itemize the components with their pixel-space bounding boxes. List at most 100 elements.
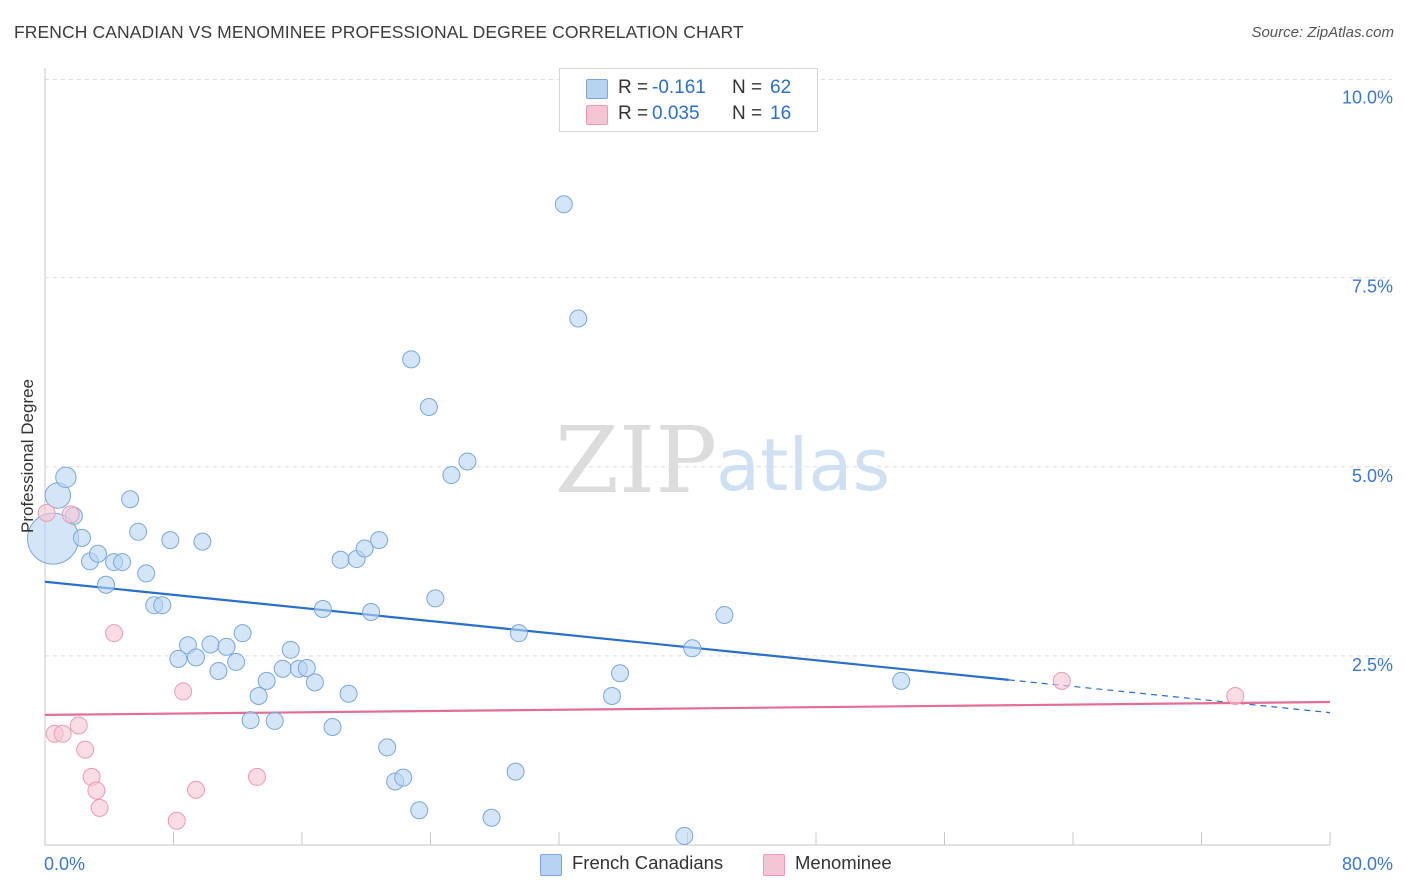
point-french-canadians [482,808,501,827]
point-french-canadians [378,738,397,757]
point-french-canadians [331,550,350,569]
point-french-canadians [410,801,429,820]
point-french-canadians [611,664,630,683]
source-label: Source: ZipAtlas.com [1251,24,1394,41]
point-french-canadians [249,686,268,705]
point-french-canadians [509,624,528,643]
point-menominee [167,811,186,830]
point-french-canadians [137,564,156,583]
point-french-canadians [121,490,140,509]
x-tick-label-end: 80.0% [1342,854,1393,874]
legend-n-value: 62 [770,77,792,98]
legend-r-value: -0.161 [652,77,706,98]
point-french-canadians [201,635,220,654]
point-menominee [61,505,80,524]
point-french-canadians [72,528,91,547]
watermark: ZIP atlas [555,407,890,514]
legend-r-value: 0.035 [652,103,700,124]
point-menominee [69,716,88,735]
trend-line-french-canadians-extrapolated [1008,679,1331,714]
grid-lines [45,79,1392,657]
point-french-canadians [193,532,212,551]
point-menominee [87,781,106,800]
point-menominee [53,724,72,743]
legend: R = -0.161 N = 62 R = 0.035 N = 16 [559,68,818,132]
point-french-canadians [554,195,573,214]
chart-title: FRENCH CANADIAN VS MENOMINEE PROFESSIONA… [14,22,744,42]
y-tick-label: 5.0% [1352,466,1393,486]
legend-n-value: 16 [770,103,792,124]
axes [44,68,1331,846]
point-french-canadians [55,466,77,489]
point-menominee [76,740,95,759]
point-french-canadians [161,531,180,550]
point-menominee [90,798,109,817]
point-french-canadians [97,575,116,594]
point-menominee [174,682,193,701]
point-french-canadians [394,768,413,787]
point-french-canadians [402,350,421,369]
legend-swatch-blue [586,79,608,99]
point-french-canadians [281,640,300,659]
point-french-canadians [241,711,260,730]
x-tick-label-start: 0.0% [44,854,85,874]
legend-n-label: N = [732,77,763,98]
watermark-atlas: atlas [716,423,890,507]
point-french-canadians [129,522,148,541]
legend-n-label: N = [732,103,763,124]
legend-r-label: R = [618,77,649,98]
bottom-legend-label: Menominee [795,852,892,873]
point-french-canadians [355,539,374,558]
point-french-canadians [297,658,316,677]
point-french-canadians [227,652,246,671]
point-menominee [1226,686,1245,705]
y-tick-label: 2.5% [1352,655,1393,675]
point-french-canadians [892,671,911,690]
point-french-canadians [233,624,252,643]
point-french-canadians [273,659,292,678]
legend-r-label: R = [618,103,649,124]
point-french-canadians [209,662,228,681]
point-french-canadians [257,671,276,690]
point-menominee [186,780,205,799]
point-menominee [1052,671,1071,690]
point-french-canadians [569,309,588,328]
point-french-canadians [217,637,236,656]
legend-row-menominee: R = 0.035 N = 16 [586,103,816,127]
point-french-canadians [323,717,342,736]
point-french-canadians [442,466,461,485]
point-menominee [248,767,267,786]
bottom-legend-label: French Canadians [572,852,724,873]
point-french-canadians [339,684,358,703]
point-french-canadians [426,589,445,608]
point-french-canadians [506,762,525,781]
legend-row-french-canadians: R = -0.161 N = 62 [586,77,816,101]
point-french-canadians [675,826,694,845]
trend-line-menominee [44,700,1331,716]
point-french-canadians [265,711,284,730]
legend-swatch-pink [586,105,608,125]
point-french-canadians [169,649,188,668]
point-french-canadians [370,531,389,550]
point-french-canadians [362,602,381,621]
y-axis-label: Professional Degree [18,379,37,533]
bottom-legend-swatch-pink [763,854,785,876]
point-french-canadians [419,397,438,416]
data-points [27,195,1245,845]
point-french-canadians [683,639,702,658]
point-french-canadians [153,596,172,615]
point-french-canadians [313,599,332,618]
point-french-canadians [113,553,132,572]
bottom-legend-swatch-blue [540,854,562,876]
watermark-zip: ZIP [555,407,717,514]
y-tick-label: 10.0% [1342,88,1393,108]
point-french-canadians [305,673,324,692]
point-french-canadians [89,544,108,563]
point-french-canadians [715,606,734,625]
point-menominee [37,503,56,522]
y-tick-label: 7.5% [1352,277,1393,297]
point-french-canadians [186,648,205,667]
point-menominee [105,624,124,643]
tick-labels: 2.5% 5.0% 7.5% 10.0% 0.0% 80.0% [44,88,1393,875]
